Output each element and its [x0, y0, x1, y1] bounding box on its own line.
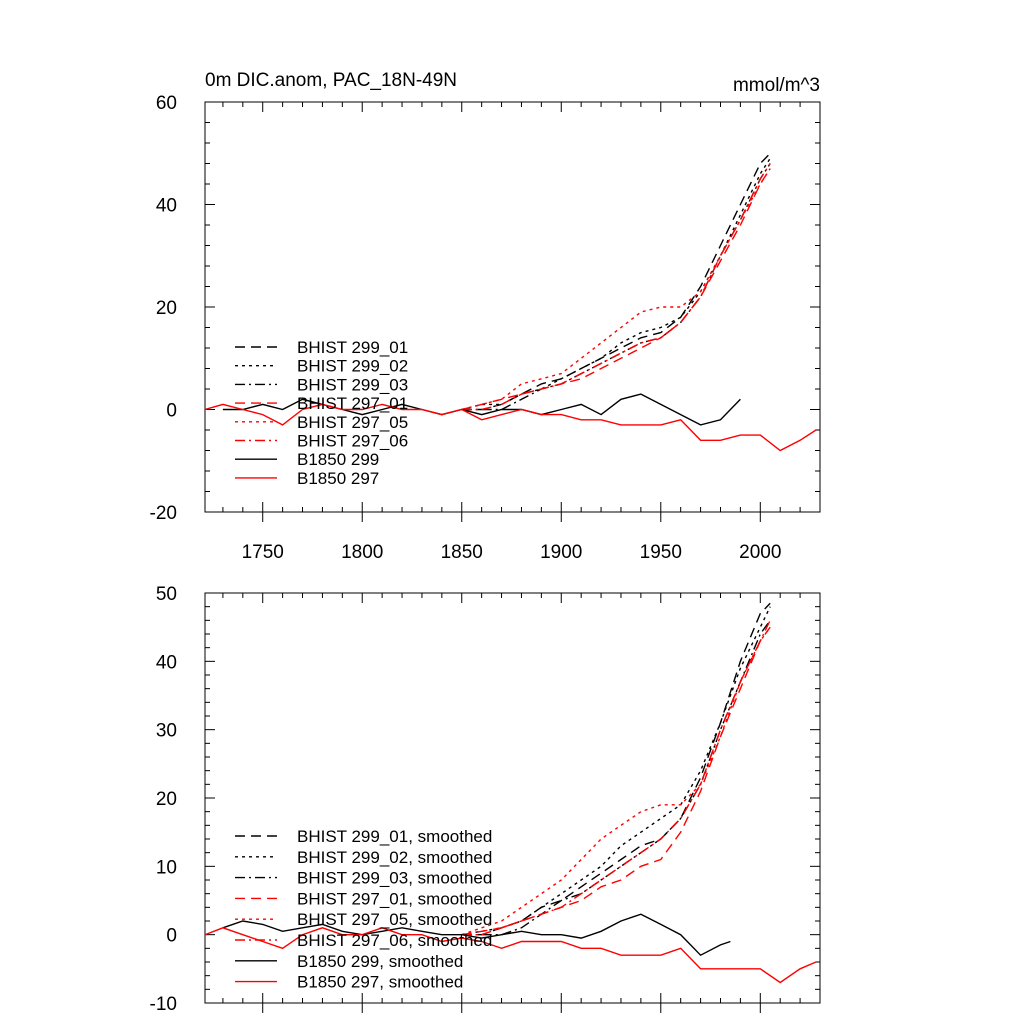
series-line	[222, 393, 741, 426]
x-tick-label: 1950	[640, 542, 682, 563]
series-line	[205, 403, 817, 452]
series-line	[461, 606, 771, 936]
legend-label: B1850 297	[297, 469, 379, 488]
y-tick-label: 30	[156, 721, 177, 742]
series-group	[205, 152, 817, 452]
series-line	[461, 168, 771, 411]
series-line	[461, 626, 771, 936]
y-tick-label: 50	[156, 584, 177, 605]
series-line	[461, 158, 771, 411]
legend-label: BHIST 297_05, smoothed	[297, 910, 492, 929]
legend-label: BHIST 297_06, smoothed	[297, 931, 492, 950]
y-tick-label: 10	[156, 857, 177, 878]
legend-label: BHIST 299_03, smoothed	[297, 869, 492, 888]
legend-label: BHIST 299_01	[297, 338, 408, 357]
x-tick-label: 1800	[341, 542, 383, 563]
legend-label: B1850 299	[297, 450, 379, 469]
series-line	[461, 602, 771, 936]
series-line	[222, 913, 731, 957]
y-tick-label: -10	[150, 994, 177, 1015]
units-label: mmol/m^3	[733, 75, 820, 96]
series-line	[461, 163, 771, 411]
y-tick-label: 0	[166, 926, 177, 947]
series-line	[205, 927, 817, 984]
legend-label: B1850 299, smoothed	[297, 952, 463, 971]
x-tick-label: 1850	[441, 542, 483, 563]
legend-label: BHIST 297_01	[297, 394, 408, 413]
legend-label: BHIST 297_05	[297, 413, 408, 432]
bottom-panel: -10 0 10 20 30 40 50 BHIST 299_01, smoothed BHIS…	[150, 584, 821, 1015]
y-tick-label: 40	[156, 196, 177, 217]
series-line	[461, 619, 771, 936]
legend-label: BHIST 297_06	[297, 432, 408, 451]
series-line	[461, 168, 771, 411]
series-line	[461, 619, 771, 936]
series-group	[205, 602, 817, 984]
top-panel: -20 0 20 40 60 1750 1800 1850 1900 1950 2000 0m DIC…	[150, 70, 821, 563]
legend-label: BHIST 299_02	[297, 357, 408, 376]
y-tick-label: 60	[156, 93, 177, 114]
x-tick-label: 1900	[540, 542, 582, 563]
series-line	[461, 163, 771, 411]
y-tick-label: 20	[156, 298, 177, 319]
series-line	[461, 152, 771, 411]
legend-label: BHIST 299_01, smoothed	[297, 827, 492, 846]
y-tick-label: -20	[150, 503, 177, 524]
x-tick-label: 2000	[739, 542, 781, 563]
legend-label: BHIST 299_02, smoothed	[297, 848, 492, 867]
legend-label: BHIST 299_03	[297, 375, 408, 394]
y-tick-label: 40	[156, 652, 177, 673]
legend-label: BHIST 297_01, smoothed	[297, 889, 492, 908]
y-tick-label: 0	[166, 401, 177, 422]
series-line	[461, 626, 771, 936]
chart-title: 0m DIC.anom, PAC_18N-49N	[205, 70, 457, 91]
x-tick-label: 1750	[242, 542, 284, 563]
y-tick-label: 20	[156, 789, 177, 810]
legend-label: B1850 297, smoothed	[297, 973, 463, 992]
